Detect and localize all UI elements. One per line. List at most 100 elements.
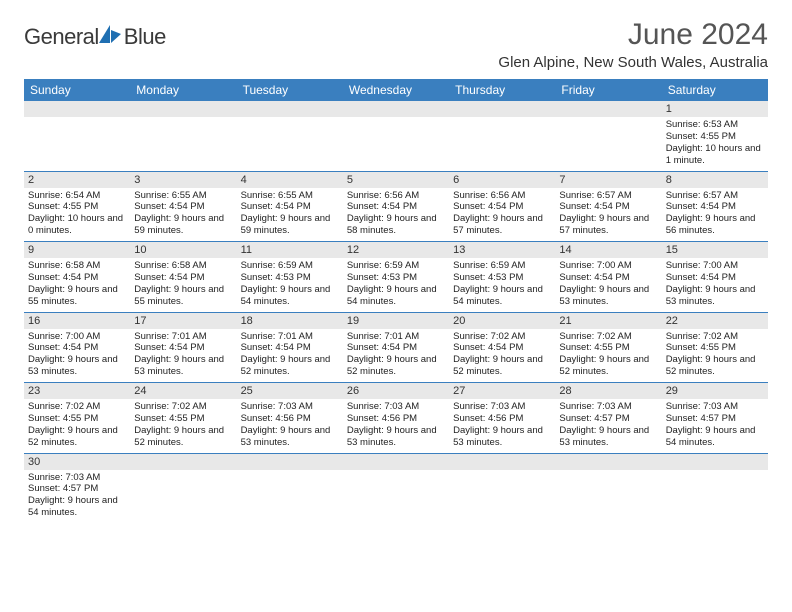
day-data: Sunrise: 6:59 AMSunset: 4:53 PMDaylight:… <box>347 260 445 308</box>
day-data: Sunrise: 6:55 AMSunset: 4:54 PMDaylight:… <box>241 190 339 238</box>
day-cell: 16 Sunrise: 7:00 AMSunset: 4:54 PMDayligh… <box>24 312 130 383</box>
day-number: 28 <box>555 383 661 399</box>
day-cell: 17Sunrise: 7:01 AMSunset: 4:54 PMDayligh… <box>130 312 236 383</box>
day-number <box>449 101 555 117</box>
day-data: Sunrise: 7:00 AMSunset: 4:54 PMDaylight:… <box>559 260 657 308</box>
day-data: Sunrise: 7:03 AMSunset: 4:56 PMDaylight:… <box>347 401 445 449</box>
day-cell <box>449 101 555 171</box>
day-cell <box>555 101 661 171</box>
title-block: June 2024 Glen Alpine, New South Wales, … <box>498 18 768 71</box>
day-data: Sunrise: 6:58 AMSunset: 4:54 PMDaylight:… <box>134 260 232 308</box>
day-data: Sunrise: 6:56 AMSunset: 4:54 PMDaylight:… <box>347 190 445 238</box>
day-number <box>662 454 768 470</box>
day-data: Sunrise: 7:02 AMSunset: 4:55 PMDaylight:… <box>559 331 657 379</box>
day-header: Saturday <box>662 79 768 101</box>
week-row: 9Sunrise: 6:58 AMSunset: 4:54 PMDaylight… <box>24 242 768 313</box>
day-data: Sunrise: 7:02 AMSunset: 4:54 PMDaylight:… <box>453 331 551 379</box>
day-header-row: SundayMondayTuesdayWednesdayThursdayFrid… <box>24 79 768 101</box>
day-header: Sunday <box>24 79 130 101</box>
day-number: 19 <box>343 313 449 329</box>
day-cell <box>237 453 343 523</box>
day-number: 17 <box>130 313 236 329</box>
week-row: 1 Sunrise: 6:53 AMSunset: 4:55 PMDaylight… <box>24 101 768 171</box>
day-data: Sunrise: 7:01 AMSunset: 4:54 PMDaylight:… <box>241 331 339 379</box>
day-number: 24 <box>130 383 236 399</box>
day-number <box>343 101 449 117</box>
day-number: 22 <box>662 313 768 329</box>
day-data: Sunrise: 7:01 AMSunset: 4:54 PMDaylight:… <box>347 331 445 379</box>
day-data: Sunrise: 7:03 AMSunset: 4:57 PMDaylight:… <box>28 472 126 520</box>
day-number <box>130 454 236 470</box>
day-cell: 5 Sunrise: 6:56 AMSunset: 4:54 PMDaylight… <box>343 171 449 242</box>
day-number: 9 <box>24 242 130 258</box>
page-title: June 2024 <box>498 18 768 52</box>
day-number: 6 <box>449 172 555 188</box>
day-cell: 27Sunrise: 7:03 AMSunset: 4:56 PMDayligh… <box>449 383 555 454</box>
day-cell <box>449 453 555 523</box>
day-number <box>555 101 661 117</box>
logo-sail-icon <box>99 25 121 50</box>
day-data: Sunrise: 6:54 AMSunset: 4:55 PMDaylight:… <box>28 190 126 238</box>
day-data: Sunrise: 7:03 AMSunset: 4:57 PMDaylight:… <box>559 401 657 449</box>
day-number: 8 <box>662 172 768 188</box>
day-number: 11 <box>237 242 343 258</box>
calendar-body: 1 Sunrise: 6:53 AMSunset: 4:55 PMDaylight… <box>24 101 768 523</box>
day-number: 5 <box>343 172 449 188</box>
week-row: 16 Sunrise: 7:00 AMSunset: 4:54 PMDayligh… <box>24 312 768 383</box>
day-cell: 18Sunrise: 7:01 AMSunset: 4:54 PMDayligh… <box>237 312 343 383</box>
day-cell <box>130 453 236 523</box>
day-cell: 12 Sunrise: 6:59 AMSunset: 4:53 PMDayligh… <box>343 242 449 313</box>
day-data: Sunrise: 6:59 AMSunset: 4:53 PMDaylight:… <box>241 260 339 308</box>
day-number: 23 <box>24 383 130 399</box>
day-cell: 14 Sunrise: 7:00 AMSunset: 4:54 PMDayligh… <box>555 242 661 313</box>
day-data: Sunrise: 6:58 AMSunset: 4:54 PMDaylight:… <box>28 260 126 308</box>
day-cell: 13Sunrise: 6:59 AMSunset: 4:53 PMDayligh… <box>449 242 555 313</box>
day-cell: 1 Sunrise: 6:53 AMSunset: 4:55 PMDaylight… <box>662 101 768 171</box>
day-number <box>130 101 236 117</box>
day-cell: 15Sunrise: 7:00 AMSunset: 4:54 PMDayligh… <box>662 242 768 313</box>
day-cell <box>343 453 449 523</box>
week-row: 2 Sunrise: 6:54 AMSunset: 4:55 PMDaylight… <box>24 171 768 242</box>
day-number: 1 <box>662 101 768 117</box>
day-cell: 26 Sunrise: 7:03 AMSunset: 4:56 PMDayligh… <box>343 383 449 454</box>
day-data: Sunrise: 6:56 AMSunset: 4:54 PMDaylight:… <box>453 190 551 238</box>
day-number: 14 <box>555 242 661 258</box>
day-cell: 22Sunrise: 7:02 AMSunset: 4:55 PMDayligh… <box>662 312 768 383</box>
day-cell: 19 Sunrise: 7:01 AMSunset: 4:54 PMDayligh… <box>343 312 449 383</box>
day-data: Sunrise: 7:00 AMSunset: 4:54 PMDaylight:… <box>28 331 126 379</box>
day-number: 20 <box>449 313 555 329</box>
day-data: Sunrise: 6:55 AMSunset: 4:54 PMDaylight:… <box>134 190 232 238</box>
day-number: 29 <box>662 383 768 399</box>
day-cell: 21 Sunrise: 7:02 AMSunset: 4:55 PMDayligh… <box>555 312 661 383</box>
day-cell: 20 Sunrise: 7:02 AMSunset: 4:54 PMDayligh… <box>449 312 555 383</box>
day-cell: 28 Sunrise: 7:03 AMSunset: 4:57 PMDayligh… <box>555 383 661 454</box>
day-cell: 2 Sunrise: 6:54 AMSunset: 4:55 PMDaylight… <box>24 171 130 242</box>
day-data: Sunrise: 7:02 AMSunset: 4:55 PMDaylight:… <box>28 401 126 449</box>
day-cell: 25Sunrise: 7:03 AMSunset: 4:56 PMDayligh… <box>237 383 343 454</box>
day-cell: 4Sunrise: 6:55 AMSunset: 4:54 PMDaylight… <box>237 171 343 242</box>
header: General Blue June 2024 Glen Alpine, New … <box>24 18 768 71</box>
day-number: 26 <box>343 383 449 399</box>
day-number: 12 <box>343 242 449 258</box>
day-header: Monday <box>130 79 236 101</box>
day-number: 2 <box>24 172 130 188</box>
day-number <box>555 454 661 470</box>
day-number: 30 <box>24 454 130 470</box>
day-cell: 3 Sunrise: 6:55 AMSunset: 4:54 PMDaylight… <box>130 171 236 242</box>
logo: General Blue <box>24 24 166 50</box>
day-cell: 24 Sunrise: 7:02 AMSunset: 4:55 PMDayligh… <box>130 383 236 454</box>
day-number: 16 <box>24 313 130 329</box>
day-data: Sunrise: 7:02 AMSunset: 4:55 PMDaylight:… <box>134 401 232 449</box>
day-data: Sunrise: 6:59 AMSunset: 4:53 PMDaylight:… <box>453 260 551 308</box>
day-data: Sunrise: 6:53 AMSunset: 4:55 PMDaylight:… <box>666 119 764 167</box>
day-header: Friday <box>555 79 661 101</box>
day-number: 21 <box>555 313 661 329</box>
day-cell: 9 Sunrise: 6:58 AMSunset: 4:54 PMDaylight… <box>24 242 130 313</box>
day-number <box>449 454 555 470</box>
day-cell <box>343 101 449 171</box>
day-number <box>24 101 130 117</box>
day-cell <box>130 101 236 171</box>
day-number: 3 <box>130 172 236 188</box>
day-number <box>237 101 343 117</box>
calendar-table: SundayMondayTuesdayWednesdayThursdayFrid… <box>24 79 768 523</box>
